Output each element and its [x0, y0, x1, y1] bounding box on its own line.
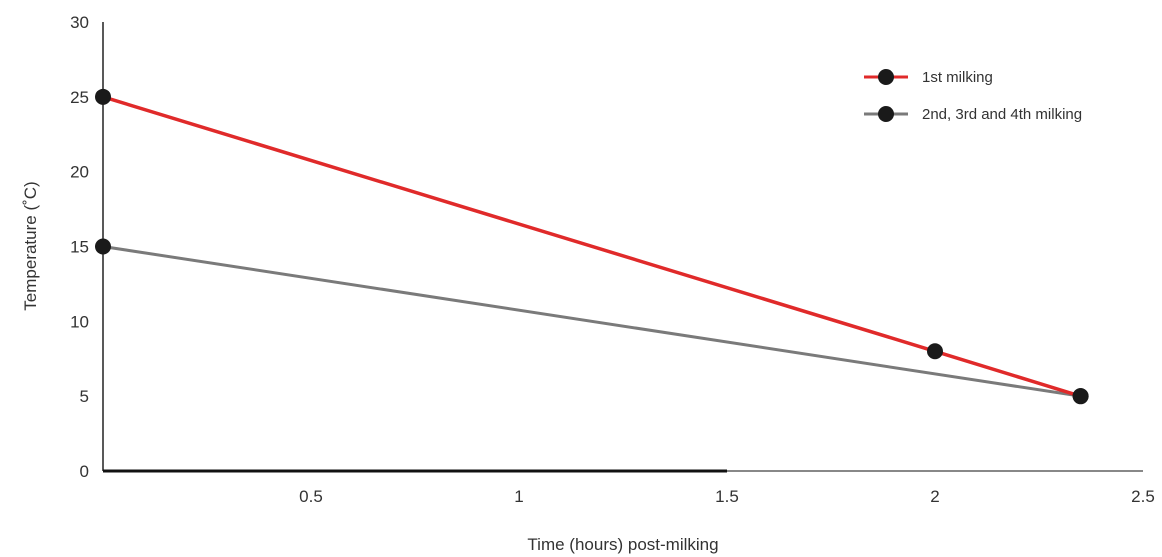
x-tick-label: 1 — [514, 487, 523, 506]
y-tick-label: 10 — [70, 312, 89, 331]
data-point — [1072, 388, 1089, 405]
x-tick-label: 0.5 — [299, 487, 323, 506]
data-markers — [95, 88, 1089, 405]
data-point — [95, 88, 111, 105]
data-point — [95, 238, 111, 255]
axes — [102, 22, 1143, 473]
legend-marker — [878, 106, 894, 122]
x-tick-label: 2 — [930, 487, 939, 506]
x-tick-label: 1.5 — [715, 487, 739, 506]
y-tick-label: 0 — [80, 462, 89, 481]
data-point — [927, 343, 943, 360]
y-tick-label: 25 — [70, 88, 89, 107]
y-tick-label: 30 — [70, 13, 89, 32]
y-tick-label: 5 — [80, 387, 89, 406]
series-line-2 — [102, 245, 1081, 398]
legend-marker — [878, 69, 894, 85]
tick-labels: 0 5 10 15 20 25 30 0.5 1 1.5 2 2.5 — [70, 13, 1155, 506]
y-tick-label: 15 — [70, 238, 89, 257]
legend-label: 2nd, 3rd and 4th milking — [922, 106, 1082, 123]
x-tick-label: 2.5 — [1131, 487, 1155, 506]
y-axis-title: Temperature (˚C) — [21, 181, 40, 310]
legend: 1st milking 2nd, 3rd and 4th milking — [864, 69, 1082, 123]
y-tick-label: 20 — [70, 163, 89, 182]
legend-label: 1st milking — [922, 69, 993, 86]
x-axis-title: Time (hours) post-milking — [527, 535, 718, 554]
